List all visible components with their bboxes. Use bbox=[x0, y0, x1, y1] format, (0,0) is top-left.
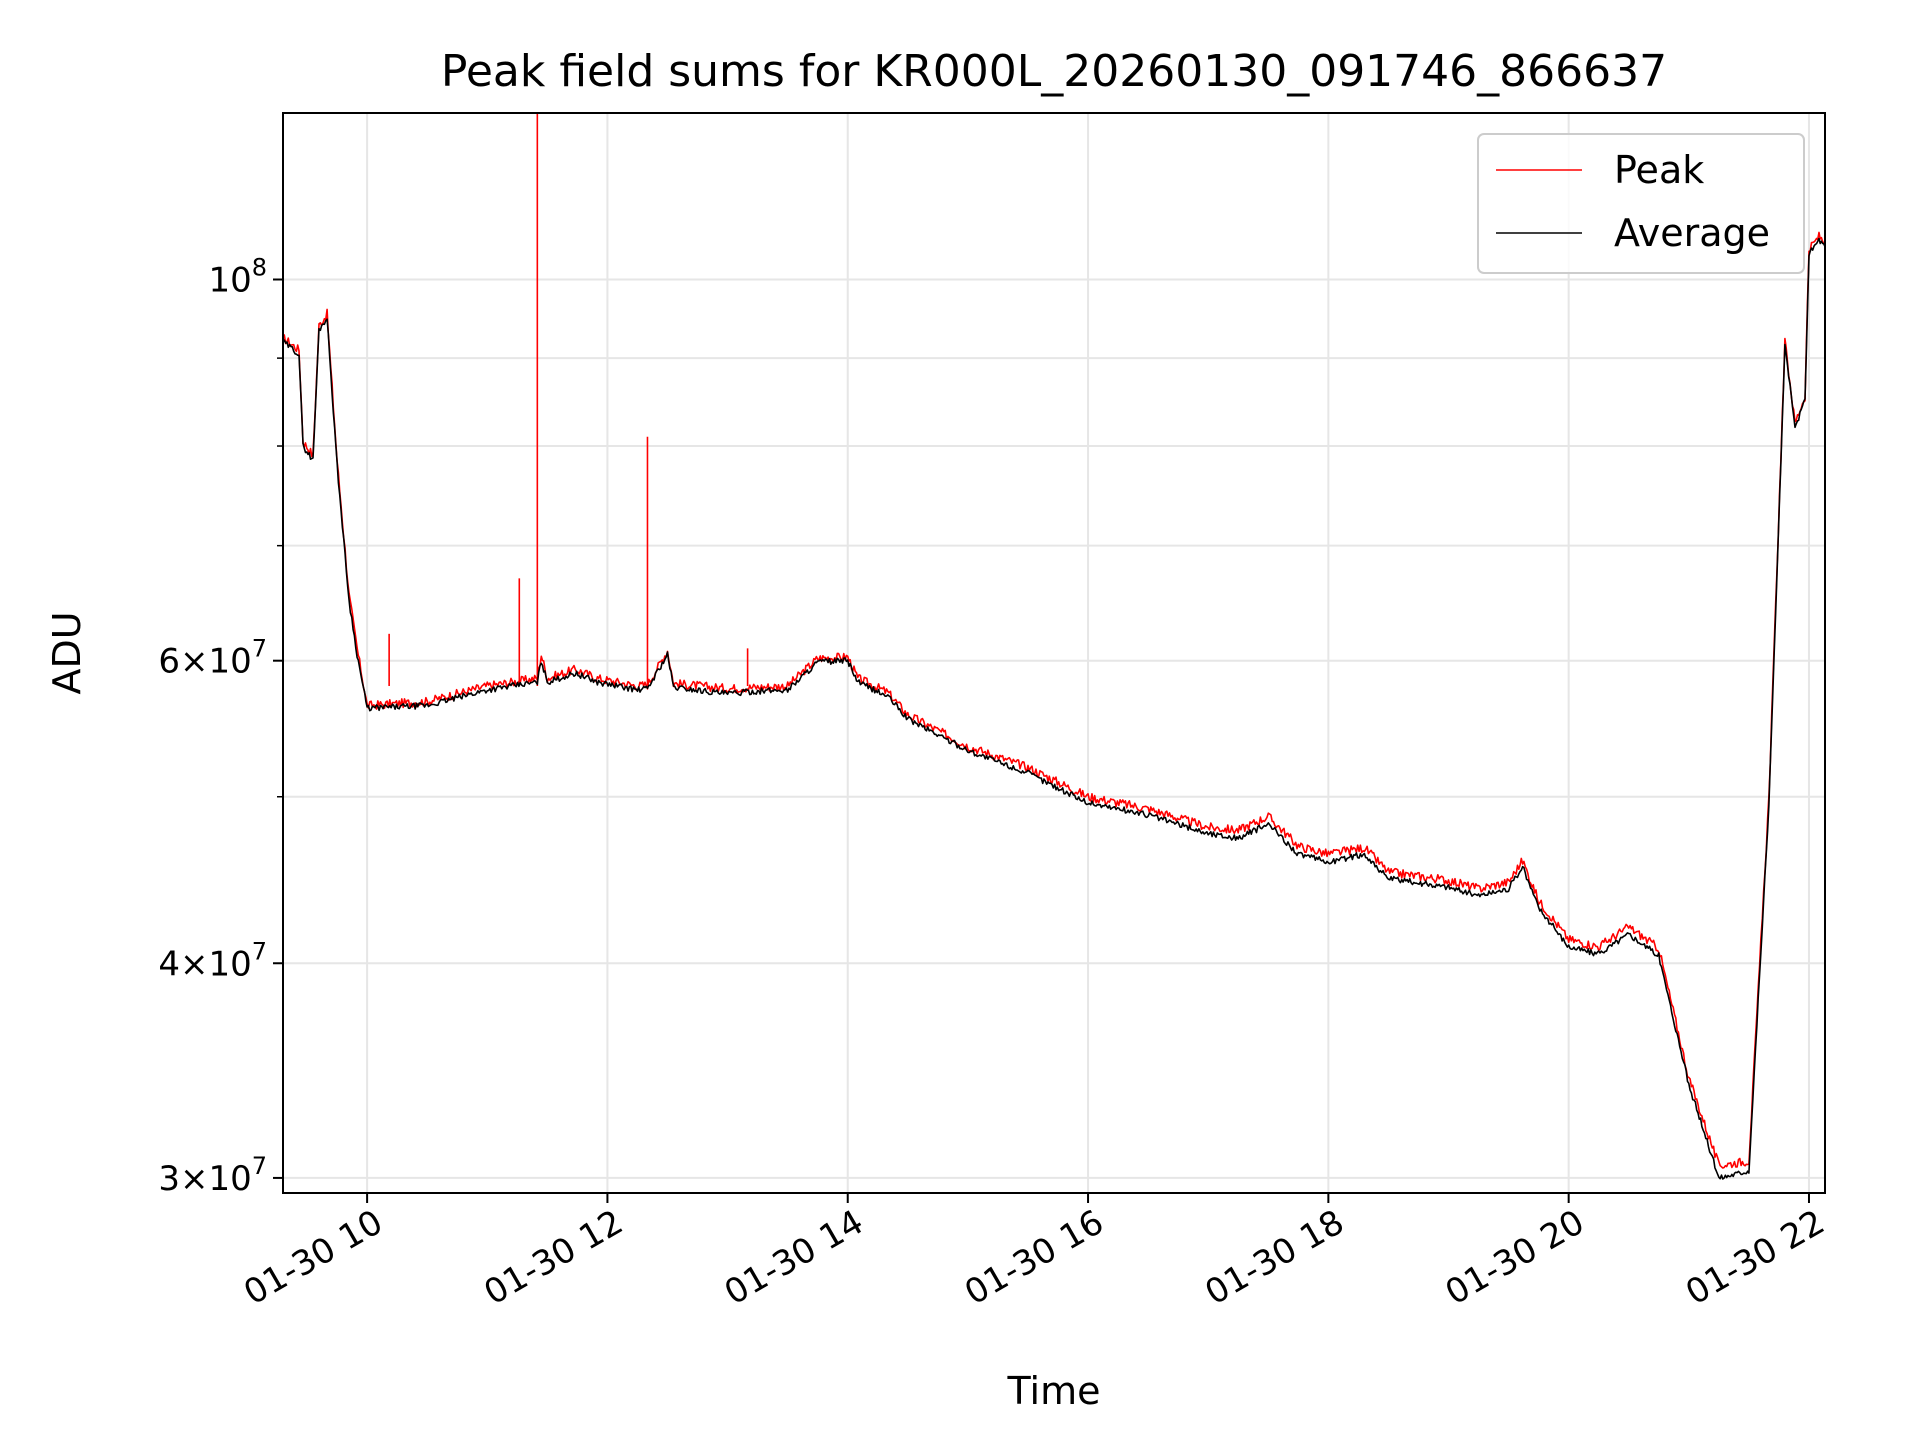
x-axis-label: Time bbox=[1007, 1369, 1101, 1413]
y-tick-label: 6×107 bbox=[158, 635, 267, 682]
axis-ticks: 01-30 10 01-30 12 01-30 14 01-30 16 01-30 18… bbox=[158, 254, 1831, 1314]
plot-lines bbox=[282, 113, 1826, 1180]
series-line-average bbox=[282, 237, 1826, 1180]
grid-lines bbox=[283, 113, 1825, 1193]
x-tick-label: 01-30 12 bbox=[478, 1202, 630, 1313]
x-tick-label: 01-30 22 bbox=[1679, 1202, 1831, 1313]
chart-title: Peak field sums for KR000L_20260130_0917… bbox=[441, 46, 1667, 97]
y-tick-label: 4×107 bbox=[158, 937, 267, 984]
plot-frame bbox=[282, 112, 1826, 1194]
legend-peak-label: Peak bbox=[1614, 148, 1704, 192]
legend: Peak Average bbox=[1477, 133, 1805, 274]
x-tick-label: 01-30 18 bbox=[1198, 1202, 1350, 1313]
legend-box bbox=[1477, 133, 1805, 274]
series-line-peak bbox=[282, 231, 1826, 1169]
x-tick-label: 01-30 14 bbox=[718, 1202, 870, 1313]
x-tick-label: 01-30 20 bbox=[1439, 1202, 1591, 1313]
legend-average-label: Average bbox=[1614, 211, 1770, 255]
x-tick-label: 01-30 10 bbox=[237, 1202, 389, 1313]
x-tick-label: 01-30 16 bbox=[958, 1202, 1110, 1313]
y-tick-label: 3×107 bbox=[158, 1152, 267, 1199]
y-tick-label: 108 bbox=[208, 254, 267, 301]
y-axis-label: ADU bbox=[45, 611, 89, 694]
